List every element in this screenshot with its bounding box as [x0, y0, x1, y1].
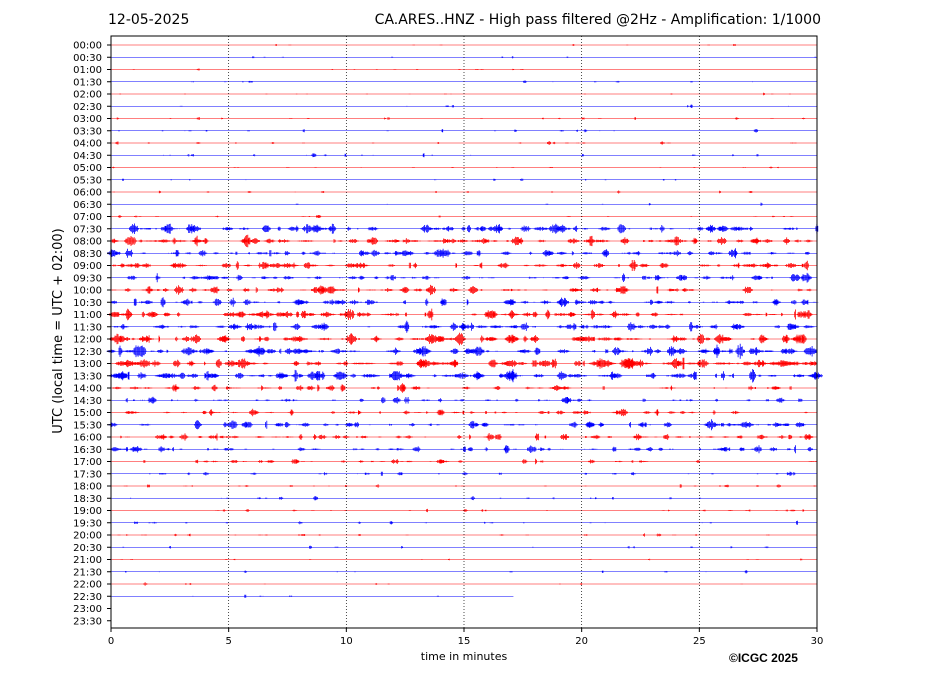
- y-tick-label: 00:00: [73, 41, 102, 52]
- y-tick-label: 17:00: [73, 457, 102, 468]
- y-tick-label: 01:00: [73, 65, 102, 76]
- y-tick-label: 05:30: [73, 175, 102, 186]
- y-tick-label: 07:00: [73, 212, 102, 223]
- chart-title: CA.ARES..HNZ - High pass filtered @2Hz -…: [374, 12, 821, 28]
- trace-layer: [106, 44, 823, 598]
- y-tick-label: 15:30: [73, 420, 102, 431]
- y-tick-label: 21:30: [73, 567, 102, 578]
- y-tick-label: 07:30: [73, 224, 102, 235]
- x-tick-label: 15: [458, 636, 471, 647]
- y-tick-label: 05:00: [73, 163, 102, 174]
- y-tick-label: 23:30: [73, 616, 102, 627]
- trace-bursts-0800: [109, 234, 813, 248]
- x-tick-label: 25: [693, 636, 706, 647]
- y-tick-label: 03:00: [73, 114, 102, 125]
- trace-bursts-1300: [115, 357, 818, 370]
- y-tick-label: 22:00: [73, 580, 102, 591]
- copyright-notice: ©ICGC 2025: [729, 651, 798, 665]
- y-tick-label: 06:30: [73, 200, 102, 211]
- y-tick-label: 19:00: [73, 506, 102, 517]
- y-tick-label: 08:00: [73, 237, 102, 248]
- y-tick-label: 12:00: [73, 335, 102, 346]
- y-tick-label: 18:30: [73, 494, 102, 505]
- y-tick-label: 11:00: [73, 310, 102, 321]
- y-tick-label: 13:30: [73, 371, 102, 382]
- y-tick-label: 04:30: [73, 151, 102, 162]
- y-tick-label: 09:30: [73, 273, 102, 284]
- y-tick-label: 16:30: [73, 445, 102, 456]
- y-tick-label: 04:00: [73, 139, 102, 150]
- trace-bursts-0930: [126, 272, 812, 283]
- grid-layer: [228, 36, 700, 628]
- x-axis-label: time in minutes: [421, 650, 508, 663]
- y-tick-label: 20:00: [73, 531, 102, 542]
- y-tick-label: 10:30: [73, 298, 102, 309]
- y-tick-label: 15:00: [73, 408, 102, 419]
- y-tick-label: 09:00: [73, 261, 102, 272]
- y-tick-label: 22:30: [73, 592, 102, 603]
- y-tick-label: 02:00: [73, 90, 102, 101]
- y-tick-label: 13:00: [73, 359, 102, 370]
- y-tick-label: 14:00: [73, 384, 102, 395]
- y-tick-label: 08:30: [73, 249, 102, 260]
- trace-bursts-0730: [129, 223, 819, 234]
- y-tick-label: 01:30: [73, 77, 102, 88]
- y-tick-label: 02:30: [73, 102, 102, 113]
- y-tick-label: 03:30: [73, 126, 102, 137]
- y-tick-label: 20:30: [73, 543, 102, 554]
- y-tick-label: 12:30: [73, 347, 102, 358]
- trace-bursts-0900: [112, 260, 809, 271]
- x-axis: 0 5 10 15 20 25 30: [108, 628, 824, 647]
- y-tick-label: 21:00: [73, 555, 102, 566]
- y-tick-label: 10:00: [73, 286, 102, 297]
- x-tick-label: 10: [340, 636, 353, 647]
- y-tick-label: 06:00: [73, 188, 102, 199]
- chart-date: 12-05-2025: [108, 12, 190, 28]
- plot-frame: [110, 35, 818, 629]
- y-tick-label: 11:30: [73, 322, 102, 333]
- y-tick-label: 19:30: [73, 518, 102, 529]
- y-tick-label: 14:30: [73, 396, 102, 407]
- x-tick-label: 20: [575, 636, 588, 647]
- y-axis-label: UTC (local time = UTC + 02:00): [51, 228, 66, 433]
- y-tick-label: 00:30: [73, 53, 102, 64]
- y-tick-label: 18:00: [73, 482, 102, 493]
- trace-bursts-1330: [109, 369, 823, 383]
- x-tick-label: 30: [811, 636, 824, 647]
- x-tick-label: 0: [108, 636, 114, 647]
- y-tick-label: 23:00: [73, 604, 102, 615]
- y-tick-label: 16:00: [73, 433, 102, 444]
- x-tick-label: 5: [225, 636, 231, 647]
- y-tick-label: 17:30: [73, 469, 102, 480]
